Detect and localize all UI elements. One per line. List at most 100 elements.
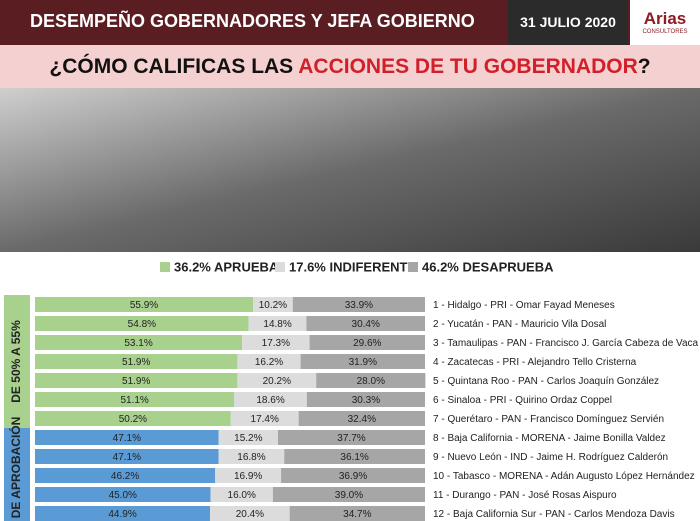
value-label: 10.2% [259, 300, 287, 311]
bar-segment [35, 430, 219, 445]
value-label: 51.1% [120, 395, 148, 406]
bar-segment [237, 354, 301, 369]
bar-segment [316, 373, 426, 388]
bar-segment [234, 392, 307, 407]
bar-segment [35, 487, 211, 502]
bar-segment [300, 354, 425, 369]
logo-text: Arias [643, 9, 687, 28]
category-label: 3 - Tamaulipas - PAN - Francisco J. Garc… [433, 338, 699, 349]
value-label: 34.7% [343, 509, 371, 520]
bar-segment [248, 316, 307, 331]
value-label: 36.9% [339, 471, 367, 482]
bar-segment [281, 468, 425, 483]
bar-segment [277, 430, 425, 445]
bar-segment [298, 411, 425, 426]
value-label: 47.1% [113, 452, 141, 463]
category-label: 1 - Hidalgo - PRI - Omar Fayad Meneses [433, 300, 615, 311]
value-label: 39.0% [335, 490, 363, 501]
category-label: 12 - Baja California Sur - PAN - Carlos … [433, 509, 675, 520]
question-part: ¿CÓMO CALIFICAS LAS [49, 55, 299, 78]
legend-swatch [160, 262, 170, 272]
bar-segment [218, 430, 278, 445]
bar-segment [215, 468, 282, 483]
bar-segment [272, 487, 425, 502]
value-label: 36.1% [340, 452, 368, 463]
value-label: 33.9% [345, 300, 373, 311]
logo-subtext: CONSULTORES [642, 29, 688, 35]
value-label: 30.4% [352, 319, 380, 330]
bar-segment [35, 411, 231, 426]
value-label: 46.2% [111, 471, 139, 482]
question: ¿CÓMO CALIFICAS LAS ACCIONES DE TU GOBER… [0, 45, 700, 88]
value-label: 20.2% [263, 376, 291, 387]
value-label: 31.9% [349, 357, 377, 368]
value-label: 15.2% [234, 433, 262, 444]
value-label: 16.9% [234, 471, 262, 482]
legend-swatch [275, 262, 285, 272]
value-label: 47.1% [113, 433, 141, 444]
bar-segment [35, 449, 219, 464]
bar-segment [35, 506, 211, 521]
group-band [4, 428, 30, 521]
bar-segment [35, 297, 254, 312]
group-label: % DE APROBACIÓN [8, 417, 23, 521]
question-highlight: ACCIONES DE TU GOBERNADOR [298, 55, 638, 78]
value-label: 16.8% [237, 452, 265, 463]
category-label: 4 - Zacatecas - PRI - Alejandro Tello Cr… [433, 357, 637, 368]
bar-segment [35, 354, 238, 369]
value-label: 17.4% [251, 414, 279, 425]
value-label: 29.6% [353, 338, 381, 349]
bar-segment [35, 335, 243, 350]
category-label: 9 - Nuevo León - IND - Jaime H. Rodrígue… [433, 452, 668, 463]
value-label: 37.7% [337, 433, 365, 444]
category-label: 2 - Yucatán - PAN - Mauricio Vila Dosal [433, 319, 606, 330]
title: DESEMPEÑO GOBERNADORES Y JEFA GOBIERNO [30, 11, 475, 31]
legend-label: 46.2% DESAPRUEBA [422, 259, 554, 274]
category-label: 7 - Querétaro - PAN - Francisco Domíngue… [433, 414, 664, 425]
group-band [4, 295, 30, 428]
value-label: 30.3% [352, 395, 380, 406]
bar-segment [210, 506, 290, 521]
value-label: 51.9% [122, 376, 150, 387]
bar-segment [242, 335, 310, 350]
bar-segment [284, 449, 425, 464]
legend-label: 36.2% APRUEBA [174, 259, 279, 274]
category-label: 8 - Baja California - MORENA - Jaime Bon… [433, 433, 666, 444]
bar-segment [35, 373, 238, 388]
bar-segment [292, 297, 425, 312]
bar-segment [309, 335, 425, 350]
question-part: ? [637, 55, 651, 78]
value-label: 20.4% [236, 509, 264, 520]
value-label: 50.2% [119, 414, 147, 425]
header-bar: DESEMPEÑO GOBERNADORES Y JEFA GOBIERNO 3… [0, 0, 700, 45]
bar-segment [35, 316, 249, 331]
value-label: 18.6% [256, 395, 284, 406]
bar-segment [218, 449, 285, 464]
bar-segment [35, 468, 216, 483]
value-label: 14.8% [263, 319, 291, 330]
legend-swatch [408, 262, 418, 272]
value-label: 16.0% [228, 490, 256, 501]
logo: Arias CONSULTORES [630, 0, 700, 45]
date: 31 JULIO 2020 [508, 0, 628, 45]
category-label: 6 - Sinaloa - PRI - Quirino Ordaz Coppel [433, 395, 612, 406]
bar-segment [306, 316, 425, 331]
value-label: 55.9% [130, 300, 158, 311]
value-label: 16.2% [255, 357, 283, 368]
value-label: 44.9% [108, 509, 136, 520]
value-label: 17.3% [262, 338, 290, 349]
value-label: 53.1% [124, 338, 152, 349]
value-label: 51.9% [122, 357, 150, 368]
value-label: 32.4% [348, 414, 376, 425]
bar-segment [35, 392, 235, 407]
value-label: 54.8% [128, 319, 156, 330]
photo [0, 88, 700, 252]
bar-segment [306, 392, 425, 407]
category-label: 11 - Durango - PAN - José Rosas Aispuro [433, 490, 617, 501]
legend-label: 17.6% INDIFERENTE [289, 259, 416, 274]
bar-segment [237, 373, 317, 388]
bar-segment [210, 487, 273, 502]
bar-segment [253, 297, 293, 312]
